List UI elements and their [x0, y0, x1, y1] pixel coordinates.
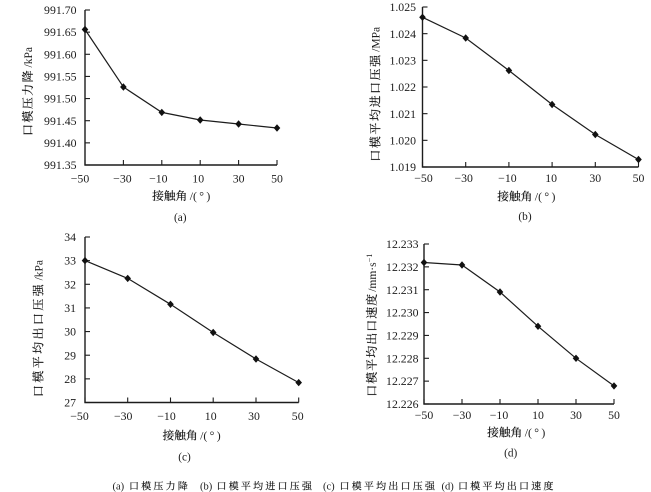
svg-text:/( ° ): /( ° ): [200, 429, 221, 443]
svg-text:(c): (c): [323, 482, 335, 492]
svg-text:991.35: 991.35: [44, 158, 77, 172]
svg-text:991.50: 991.50: [44, 92, 77, 106]
svg-text:991.40: 991.40: [44, 136, 77, 150]
svg-text:−50: −50: [70, 409, 89, 423]
svg-text:32: 32: [64, 277, 76, 291]
svg-text:27: 27: [64, 396, 76, 410]
svg-text:10: 10: [532, 408, 544, 422]
svg-text:/( ° ): /( ° ): [535, 190, 556, 204]
svg-text:−30: −30: [454, 171, 473, 185]
svg-text:−10: −10: [149, 172, 168, 186]
svg-text:(b): (b): [518, 211, 531, 223]
svg-text:−30: −30: [113, 172, 132, 186]
svg-text:1.020: 1.020: [389, 133, 416, 147]
svg-text:−10: −10: [157, 409, 176, 423]
svg-text:1.025: 1.025: [389, 0, 416, 14]
svg-text:30: 30: [233, 172, 245, 186]
svg-text:10: 10: [545, 171, 557, 185]
svg-text:−50: −50: [415, 408, 434, 422]
svg-text:−1: −1: [365, 254, 374, 263]
svg-text:50: 50: [633, 171, 645, 185]
svg-text:991.65: 991.65: [44, 25, 77, 39]
svg-text:30: 30: [589, 171, 601, 185]
svg-text:12.226: 12.226: [386, 397, 419, 411]
svg-text:30: 30: [248, 409, 260, 423]
svg-text:50: 50: [271, 172, 283, 186]
svg-text:991.45: 991.45: [44, 114, 77, 128]
svg-text:991.60: 991.60: [44, 47, 77, 61]
svg-text:(a): (a): [113, 482, 125, 492]
svg-text:12.231: 12.231: [386, 283, 419, 297]
svg-text:12.230: 12.230: [386, 306, 419, 320]
svg-text:34: 34: [64, 230, 76, 244]
svg-text:−10: −10: [498, 171, 517, 185]
svg-text:−30: −30: [114, 409, 133, 423]
svg-text:/kPa: /kPa: [34, 260, 46, 280]
svg-text:12.228: 12.228: [386, 351, 419, 365]
svg-text:12.233: 12.233: [386, 237, 419, 251]
svg-text:(d): (d): [504, 448, 517, 460]
svg-text:50: 50: [292, 409, 304, 423]
svg-text:30: 30: [64, 325, 76, 339]
svg-text:1.019: 1.019: [389, 160, 416, 174]
svg-text:31: 31: [64, 301, 76, 315]
svg-text:/MPa: /MPa: [371, 27, 383, 52]
svg-text:991.70: 991.70: [44, 3, 77, 17]
svg-text:991.55: 991.55: [44, 70, 77, 84]
svg-text:/( ° ): /( ° ): [190, 189, 211, 203]
svg-text:28: 28: [64, 372, 76, 386]
svg-text:12.232: 12.232: [386, 260, 419, 274]
svg-text:12.229: 12.229: [386, 329, 419, 343]
svg-text:10: 10: [192, 172, 204, 186]
svg-text:1.023: 1.023: [389, 53, 416, 67]
svg-text:−50: −50: [414, 171, 433, 185]
svg-text:/kPa: /kPa: [23, 47, 35, 67]
svg-text:33: 33: [64, 254, 76, 268]
svg-text:10: 10: [205, 409, 217, 423]
svg-text:1.024: 1.024: [389, 27, 416, 41]
svg-text:(d): (d): [442, 482, 455, 492]
svg-text:−50: −50: [71, 172, 90, 186]
svg-text:−10: −10: [490, 408, 509, 422]
svg-text:1.022: 1.022: [389, 80, 416, 94]
svg-text:30: 30: [570, 408, 582, 422]
svg-text:(a): (a): [174, 212, 187, 224]
svg-text:(c): (c): [178, 452, 191, 464]
svg-text:12.227: 12.227: [386, 374, 419, 388]
svg-text:/mm·s: /mm·s: [367, 262, 379, 292]
svg-text:29: 29: [64, 348, 76, 362]
svg-text:−30: −30: [453, 408, 472, 422]
svg-text:50: 50: [608, 408, 620, 422]
svg-text:/( ° ): /( ° ): [525, 426, 546, 440]
svg-text:(b): (b): [200, 482, 213, 492]
svg-text:1.021: 1.021: [389, 107, 416, 121]
